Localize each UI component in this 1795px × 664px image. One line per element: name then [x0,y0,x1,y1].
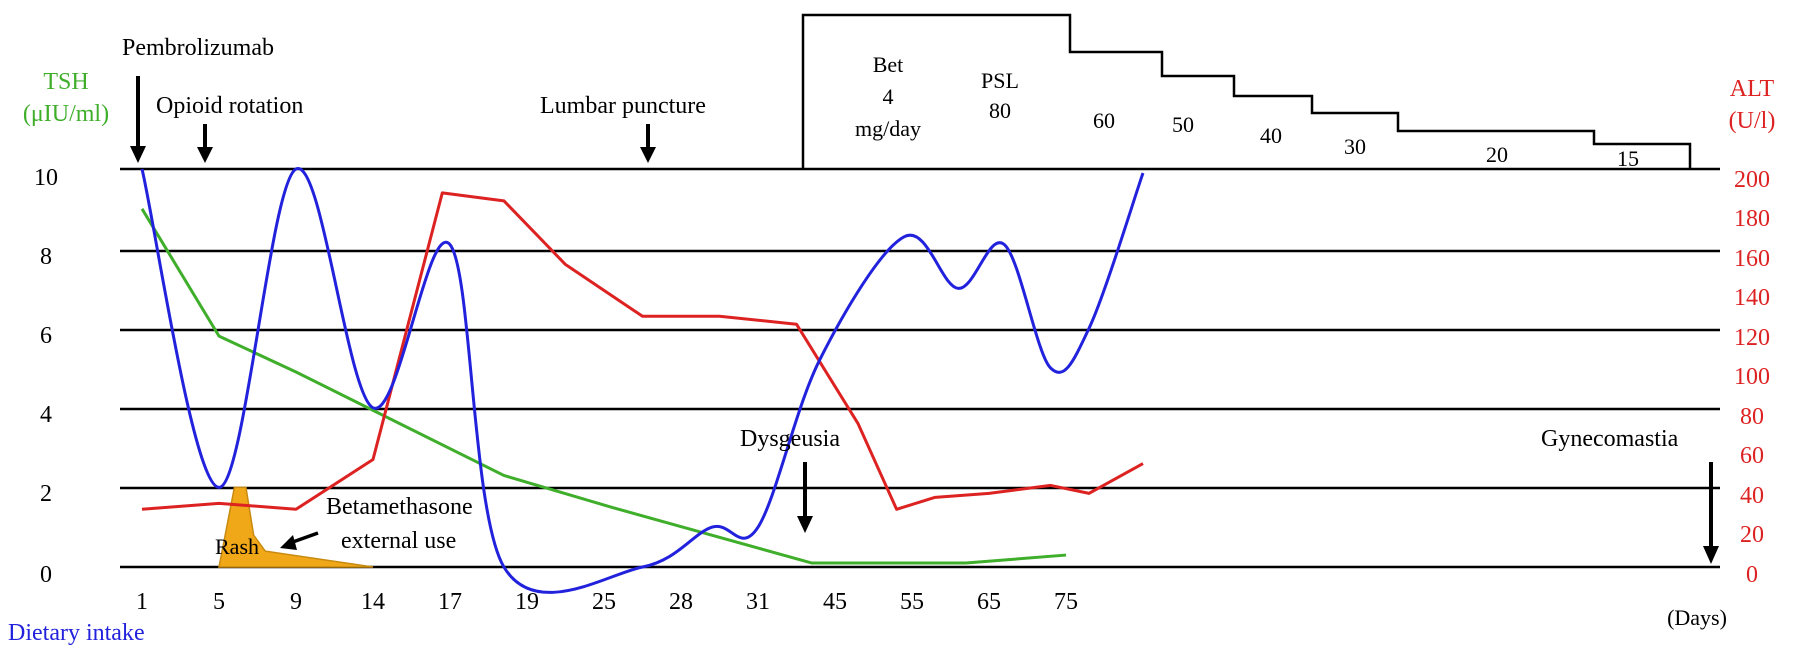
event-opioid-rotation: Opioid rotation [156,93,303,163]
pembrolizumab-arrowhead [130,146,146,163]
right-tick-140: 140 [1734,285,1770,311]
right-tick-0: 0 [1746,562,1758,588]
steroid-bet-label: Bet [873,52,904,77]
right-tick-20: 20 [1740,522,1764,548]
left-tick-4: 4 [40,402,52,428]
right-tick-200: 200 [1734,167,1770,193]
x-tick-75: 75 [1054,589,1078,615]
x-tick-28: 28 [669,589,693,615]
rash-area [218,486,374,568]
x-tick-45: 45 [823,589,847,615]
x-tick-19: 19 [515,589,539,615]
betamethasone-label: Betamethasone [326,494,473,520]
left-tick-10: 10 [34,165,58,191]
x-tick-31: 31 [746,589,770,615]
opioid-label: Opioid rotation [156,93,303,119]
left-tick-2: 2 [40,481,52,507]
steroid-step-30: 30 [1344,134,1366,159]
x-tick-5: 5 [213,589,225,615]
steroid-taper: Bet 4 mg/day PSL 80 60 50 40 30 20 15 [801,13,1692,171]
gynecomastia-label: Gynecomastia [1541,426,1679,452]
x-tick-14: 14 [361,589,385,615]
alt-axis-title: ALT [1730,76,1775,102]
event-dysgeusia: Dysgeusia [740,426,840,533]
steroid-step-20: 20 [1486,142,1508,167]
tsh-line [140,208,1067,565]
right-tick-60: 60 [1740,443,1764,469]
left-axis: 10 8 6 4 2 0 [34,165,58,588]
right-tick-120: 120 [1734,325,1770,351]
days-unit-label: (Days) [1667,605,1727,630]
betamethasone-label-2: external use [341,528,456,554]
lumbar-arrowhead [640,147,656,163]
right-tick-180: 180 [1734,206,1770,232]
dysgeusia-label: Dysgeusia [740,426,840,452]
dietary-intake-title: Dietary intake [8,620,145,646]
event-pembrolizumab: Pembrolizumab [122,35,274,163]
opioid-arrowhead [197,147,213,163]
left-tick-0: 0 [40,562,52,588]
steroid-psl-label: PSL [981,68,1019,93]
lumbar-label: Lumbar puncture [540,93,706,119]
right-tick-40: 40 [1740,483,1764,509]
right-tick-160: 160 [1734,246,1770,272]
x-tick-17: 17 [438,589,462,615]
steroid-step-50: 50 [1172,112,1194,137]
x-tick-1: 1 [136,589,148,615]
steroid-psl-80: 80 [989,98,1011,123]
event-lumbar-puncture: Lumbar puncture [540,93,706,163]
rash-label: Rash [215,534,259,559]
x-tick-65: 65 [977,589,1001,615]
x-axis: 1 5 9 14 17 19 25 28 31 45 55 65 75 [136,589,1078,615]
steroid-bet-dose: 4 [883,84,894,109]
steroid-step-40: 40 [1260,123,1282,148]
gynecomastia-arrowhead [1703,546,1719,564]
steroid-step-15: 15 [1617,146,1639,171]
steroid-bet-unit: mg/day [855,116,921,141]
left-tick-6: 6 [40,323,52,349]
dietary-intake-line [140,167,1145,594]
right-tick-100: 100 [1734,364,1770,390]
x-tick-9: 9 [290,589,302,615]
betamethasone-arrowhead [280,535,297,550]
tsh-axis-unit: (μIU/ml) [23,101,109,127]
x-tick-55: 55 [900,589,924,615]
event-gynecomastia: Gynecomastia [1541,426,1719,564]
right-tick-80: 80 [1740,404,1764,430]
alt-line [141,191,1144,511]
dysgeusia-arrowhead [797,516,813,533]
pembrolizumab-label: Pembrolizumab [122,35,274,61]
alt-axis-unit: (U/l) [1729,108,1776,134]
tsh-axis-title: TSH [43,69,88,95]
steroid-step-60: 60 [1093,108,1115,133]
right-axis: 200 180 160 140 120 100 80 60 40 20 0 [1734,167,1770,588]
x-tick-25: 25 [592,589,616,615]
steroid-taper-outline [801,13,1692,169]
left-tick-8: 8 [40,244,52,270]
